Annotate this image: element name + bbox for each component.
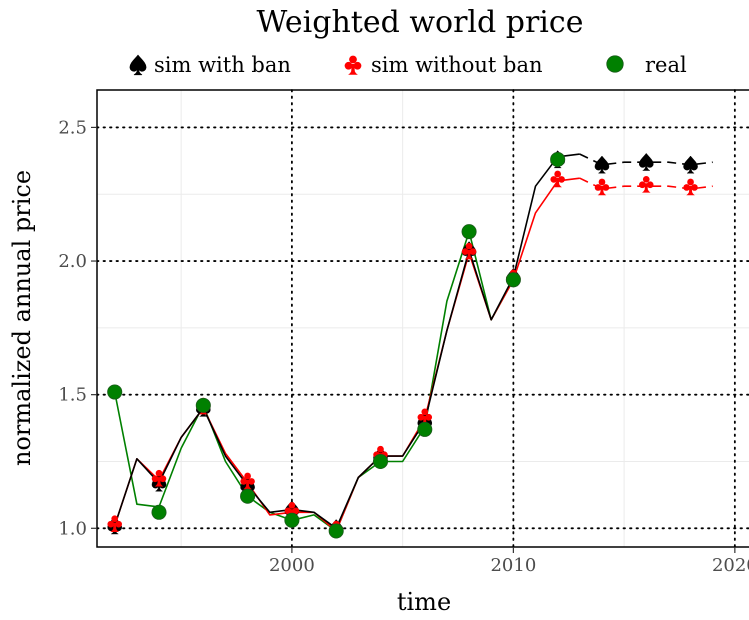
circle-marker (461, 224, 477, 240)
circle-marker (328, 523, 344, 539)
club-marker (594, 178, 610, 196)
circle-marker (550, 151, 566, 168)
series-line-real (113, 230, 515, 532)
club-marker (344, 55, 362, 75)
circle-marker (195, 397, 211, 413)
x-axis-title: time (397, 588, 451, 616)
x-axis: 2000 2010 2020 (269, 547, 749, 576)
y-axis-title: normalized annual price (8, 170, 36, 466)
x-tick-label: 2010 (490, 555, 536, 576)
plot-panel-border (96, 89, 749, 548)
legend-label: sim with ban (154, 53, 291, 77)
y-tick-label: 2.0 (58, 251, 87, 272)
club-marker (151, 469, 167, 487)
circle-marker (151, 504, 167, 520)
club-marker (639, 175, 654, 193)
legend-label: sim without ban (371, 53, 543, 77)
club-marker (417, 408, 433, 426)
circle-marker (284, 512, 300, 528)
circle-marker (505, 272, 521, 288)
spade-marker (683, 155, 698, 174)
y-tick-label: 1.5 (58, 385, 87, 406)
series-layer (113, 153, 713, 532)
marker-layer (107, 150, 698, 539)
circle-marker (417, 421, 433, 437)
circle-marker (107, 384, 123, 400)
spade-marker (594, 155, 610, 174)
x-tick-label: 2020 (712, 555, 749, 576)
x-tick-label: 2000 (269, 555, 315, 576)
spade-marker (639, 152, 654, 171)
y-tick-label: 2.5 (58, 117, 87, 138)
club-marker (550, 170, 565, 188)
y-tick-label: 1.0 (58, 518, 87, 539)
circle-marker (606, 55, 624, 73)
club-marker (461, 242, 477, 260)
grid-major (96, 89, 749, 548)
club-marker (683, 178, 698, 196)
club-marker (240, 472, 255, 490)
club-marker (107, 515, 122, 532)
y-axis: 1.0 1.5 2.0 2.5 (58, 117, 97, 539)
legend-label: real (645, 53, 687, 77)
chart-title: Weighted world price (257, 5, 584, 40)
legend: sim with ban sim without ban real (129, 53, 687, 77)
circle-marker (240, 488, 256, 504)
spade-marker (129, 54, 147, 76)
grid-minor (97, 90, 749, 547)
series-line-sim-without-ban (113, 177, 580, 532)
series-line-sim-with-ban (113, 153, 580, 530)
circle-marker (372, 453, 389, 470)
